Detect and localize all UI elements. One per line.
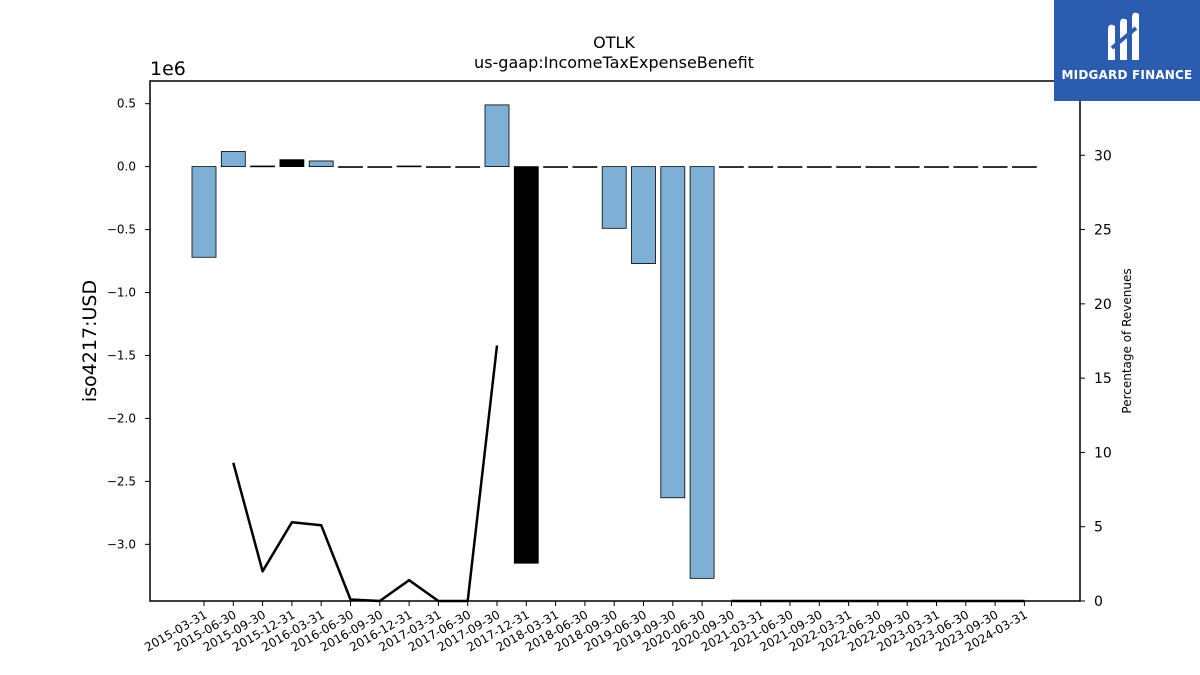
y-tick-label: −0.5 <box>107 223 136 237</box>
y2-tick-label: 30 <box>1094 148 1112 164</box>
y-axis-label: iso4217:USD <box>79 280 101 402</box>
bar-2015-03-31 <box>191 166 217 258</box>
y-tick-label: −1.5 <box>107 348 136 362</box>
y-tick-label: 0.5 <box>117 97 136 111</box>
bar-2018-03-31 <box>543 166 568 168</box>
bar-2022-06-30 <box>865 166 891 168</box>
bar-2023-03-31 <box>924 166 949 168</box>
y-offset-label: 1e6 <box>150 58 186 80</box>
percentage-line-segment <box>232 345 499 603</box>
bar-2022-03-31 <box>836 166 861 168</box>
bar-2017-12-31 <box>513 166 539 564</box>
logo-mark-icon <box>1108 12 1139 61</box>
y2-tick-label: 25 <box>1094 223 1112 239</box>
brand-logo: MIDGARD FINANCE <box>1054 0 1200 101</box>
y2-tick-label: 5 <box>1094 520 1103 536</box>
bar-2020-09-30 <box>719 166 744 168</box>
bar-2016-06-30 <box>338 166 363 168</box>
bar-2017-09-30 <box>484 104 510 168</box>
y-tick-label: 0.0 <box>117 160 136 174</box>
y2-tick-label: 10 <box>1094 445 1112 461</box>
bar-2021-06-30 <box>777 166 803 168</box>
bar-2017-06-30 <box>455 166 481 168</box>
y2-axis-label: Percentage of Revenues <box>1120 268 1134 413</box>
y2-tick-label: 20 <box>1094 297 1112 313</box>
bar-2018-09-30 <box>601 166 627 229</box>
bar-2021-03-31 <box>748 166 774 168</box>
bar-2023-09-30 <box>982 166 1008 168</box>
bar-2018-06-30 <box>572 166 598 168</box>
bar-2015-09-30 <box>250 165 276 168</box>
bar-2015-12-31 <box>279 159 305 168</box>
bar-2019-06-30 <box>631 166 656 264</box>
bar-2024-03-31 <box>1012 166 1037 168</box>
bar-2017-03-31 <box>425 166 451 168</box>
y2-tick-label: 15 <box>1094 371 1112 387</box>
bar-2015-06-30 <box>220 151 246 168</box>
bar-2022-09-30 <box>894 166 920 168</box>
bar-2019-09-30 <box>660 166 686 499</box>
y-tick-label: −1.0 <box>107 286 136 300</box>
bar-2016-12-31 <box>396 165 422 168</box>
plot-frame <box>149 80 1081 602</box>
y-tick-label: −2.0 <box>107 411 136 425</box>
chart-title: OTLK <box>593 33 635 52</box>
chart-subtitle: us-gaap:IncomeTaxExpenseBenefit <box>474 53 754 72</box>
bar-2023-06-30 <box>953 166 979 168</box>
bar-2016-03-31 <box>308 160 334 168</box>
y-tick-label: −3.0 <box>107 537 136 551</box>
logo-text: MIDGARD FINANCE <box>1061 68 1193 82</box>
bar-2020-06-30 <box>689 166 715 579</box>
bar-2021-09-30 <box>806 166 832 168</box>
y-tick-label: −2.5 <box>107 474 136 488</box>
y2-tick-label: 0 <box>1094 594 1103 610</box>
bar-2016-09-30 <box>367 166 393 168</box>
